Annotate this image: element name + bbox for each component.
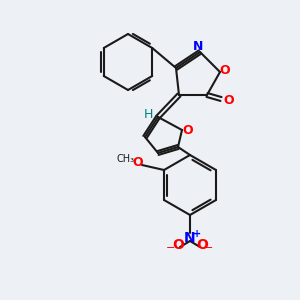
Text: O: O xyxy=(172,238,184,252)
Text: O: O xyxy=(133,155,143,169)
Text: O: O xyxy=(183,124,193,136)
Text: O: O xyxy=(196,238,208,252)
Text: H: H xyxy=(143,107,153,121)
Text: CH₃: CH₃ xyxy=(117,154,135,164)
Text: O: O xyxy=(220,64,230,76)
Text: −: − xyxy=(204,243,214,253)
Text: O: O xyxy=(224,94,234,107)
Text: N: N xyxy=(193,40,203,53)
Text: N: N xyxy=(184,231,196,245)
Text: −: − xyxy=(166,243,176,253)
Text: +: + xyxy=(193,229,201,239)
